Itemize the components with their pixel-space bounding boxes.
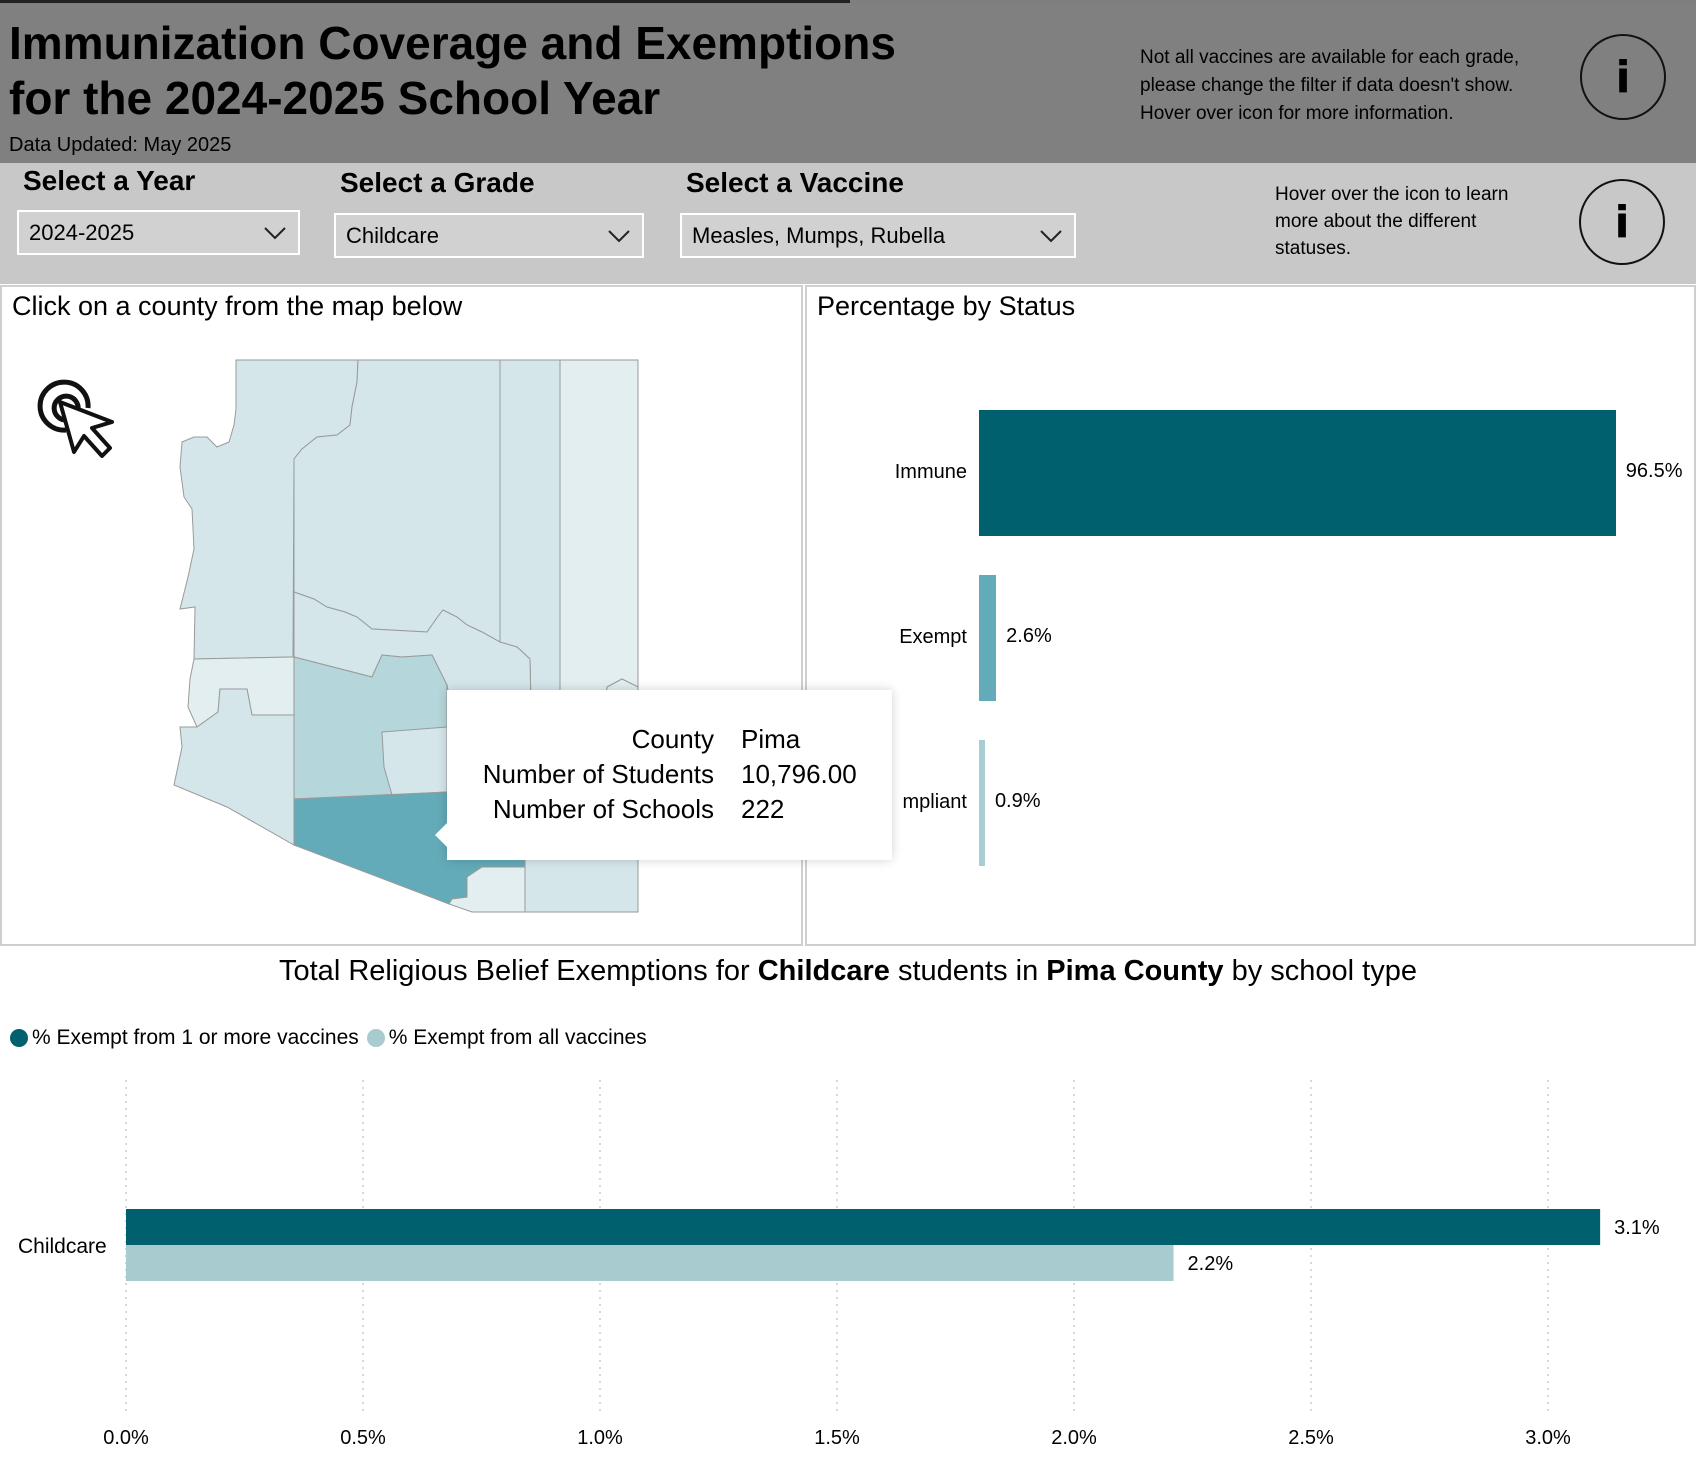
x-tick-label: 1.5% xyxy=(814,1427,860,1449)
tooltip-value: 222 xyxy=(741,794,785,824)
tooltip-key: Number of Students xyxy=(482,759,714,789)
data-updated-text: Data Updated: May 2025 xyxy=(9,134,232,156)
exemption-title-part1: Total Religious Belief Exemptions for xyxy=(279,955,758,987)
status-panel: Percentage by Status Immune 96.5% Exempt 2.… xyxy=(805,285,1696,946)
exemption-title-county: Pima County xyxy=(1046,955,1224,987)
header-note-line1: Not all vaccines are available for each … xyxy=(1140,47,1520,68)
status-value-label: 2.6% xyxy=(1006,625,1052,647)
status-note-line2: more about the different xyxy=(1275,211,1477,232)
county-tooltip: County Pima Number of Students 10,796.00… xyxy=(435,690,892,860)
page-title-line2: for the 2024-2025 School Year xyxy=(9,72,661,124)
year-select[interactable]: 2024-2025 xyxy=(17,210,300,255)
bar-exempt-all[interactable] xyxy=(126,1245,1174,1281)
legend-label: % Exempt from 1 or more vaccines xyxy=(32,1026,359,1049)
header-note-line3: Hover over icon for more information. xyxy=(1140,103,1454,124)
status-value-label: 0.9% xyxy=(994,790,1041,812)
status-info-icon[interactable]: i xyxy=(1579,179,1665,265)
bar-value-label: 3.1% xyxy=(1614,1217,1660,1239)
click-cursor-icon xyxy=(37,379,114,458)
county-santa-cruz[interactable] xyxy=(448,866,526,913)
vaccine-select-value: Measles, Mumps, Rubella xyxy=(692,222,946,248)
x-tick-label: 0.5% xyxy=(340,1427,386,1449)
legend-item-all[interactable]: % Exempt from all vaccines xyxy=(366,1026,647,1050)
county-pinal[interactable] xyxy=(381,726,458,796)
info-icon[interactable]: i xyxy=(1580,34,1666,120)
status-bar-exempt[interactable] xyxy=(979,575,997,701)
status-note-line1: Hover over the icon to learn xyxy=(1275,184,1509,205)
x-tick-label: 3.0% xyxy=(1525,1427,1571,1449)
x-tick-label: 0.0% xyxy=(103,1427,149,1449)
tooltip-key: Number of Schools xyxy=(492,794,714,824)
year-filter-label: Select a Year xyxy=(23,165,196,196)
status-category-label: Exempt xyxy=(899,626,967,648)
exemption-title-part5: by school type xyxy=(1223,955,1417,987)
header-note-line2: please change the filter if data doesn't… xyxy=(1140,75,1514,96)
status-bar-non-compliant[interactable] xyxy=(979,740,985,866)
top-border-accent xyxy=(0,0,850,3)
status-category-label: mpliant xyxy=(902,791,967,813)
year-select-value: 2024-2025 xyxy=(29,219,135,245)
status-chart-title: Percentage by Status xyxy=(817,291,1076,321)
tooltip-arrow xyxy=(435,822,448,848)
filter-bar: Select a Year 2024-2025 Select a Grade C… xyxy=(0,163,1696,284)
top-border xyxy=(0,0,1696,4)
status-bar-immune[interactable] xyxy=(979,410,1616,536)
bar-value-label: 2.2% xyxy=(1188,1253,1234,1275)
page-title: Immunization Coverage and Exemptions for… xyxy=(9,16,1009,126)
vaccine-filter-label: Select a Vaccine xyxy=(686,167,904,198)
legend-dot xyxy=(10,1029,28,1047)
x-tick-label: 1.0% xyxy=(577,1427,623,1449)
legend-label: % Exempt from all vaccines xyxy=(388,1026,647,1049)
exemption-legend: % Exempt from 1 or more vaccines % Exemp… xyxy=(10,1026,655,1050)
map-title: Click on a county from the map below xyxy=(12,291,463,321)
header-note: Not all vaccines are available for each … xyxy=(1140,44,1590,128)
legend-item-1-or-more[interactable]: % Exempt from 1 or more vaccines xyxy=(10,1026,359,1050)
y-category-label: Childcare xyxy=(18,1235,107,1258)
status-category-label: Immune xyxy=(894,461,967,483)
legend-dot xyxy=(366,1029,385,1047)
county-yuma[interactable] xyxy=(173,688,295,846)
grade-select-value: Childcare xyxy=(346,222,439,248)
chevron-down-icon xyxy=(1040,230,1062,243)
exemption-title-grade: Childcare xyxy=(757,955,890,987)
exemption-chart-plot: 0.0% 0.5% 1.0% 1.5% 2.0% 2.5% 3.0% Childcare 3.1… xyxy=(18,1080,1660,1449)
grade-select[interactable]: Childcare xyxy=(334,213,644,258)
tooltip-value: 10,796.00 xyxy=(741,759,857,789)
page-title-line1: Immunization Coverage and Exemptions xyxy=(9,17,896,69)
exemption-title-part3: students in xyxy=(889,955,1047,987)
dashboard-header: Immunization Coverage and Exemptions for… xyxy=(0,4,1696,163)
chevron-down-icon xyxy=(264,227,286,240)
tooltip-key: County xyxy=(631,724,714,754)
x-tick-label: 2.5% xyxy=(1288,1427,1334,1449)
vaccine-select[interactable]: Measles, Mumps, Rubella xyxy=(680,213,1076,258)
exemption-chart-title: Total Religious Belief Exemptions for Ch… xyxy=(0,955,1696,988)
x-tick-label: 2.0% xyxy=(1051,1427,1097,1449)
status-note: Hover over the icon to learn more about … xyxy=(1275,181,1565,262)
status-note-line3: statuses. xyxy=(1275,238,1352,259)
tooltip-value: Pima xyxy=(741,724,801,754)
grade-filter-label: Select a Grade xyxy=(340,167,535,198)
chevron-down-icon xyxy=(608,230,630,243)
status-value-label: 96.5% xyxy=(1625,460,1683,482)
bar-exempt-1-or-more[interactable] xyxy=(126,1209,1601,1245)
